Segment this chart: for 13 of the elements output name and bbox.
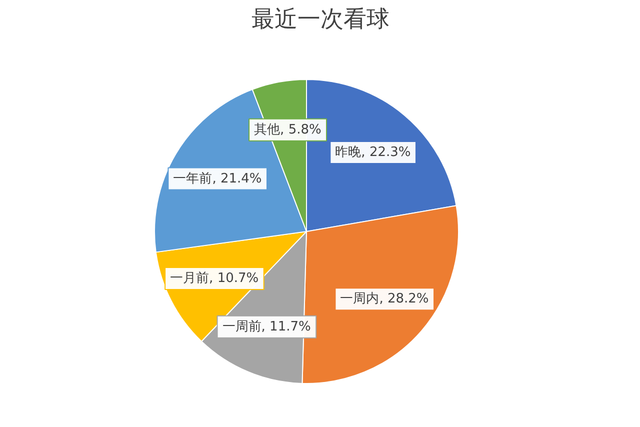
slice-label: 一月前 [170,271,210,286]
slice-label: 一周前 [222,319,262,334]
data-label: , 10.7% [209,271,259,286]
slice-label: 昨晚 [335,144,362,160]
data-label: , 21.4% [212,171,262,186]
data-label: , 22.3% [361,144,411,160]
data-label: , 5.8% [280,122,322,138]
slice-label: 一年前 [173,171,212,186]
chart-title: 最近一次看球 [252,6,390,32]
slice-label: 一周内 [340,292,380,307]
data-label: , 11.7% [261,319,311,334]
slice-label: 其他 [254,122,280,138]
data-label: , 28.2% [379,292,429,307]
